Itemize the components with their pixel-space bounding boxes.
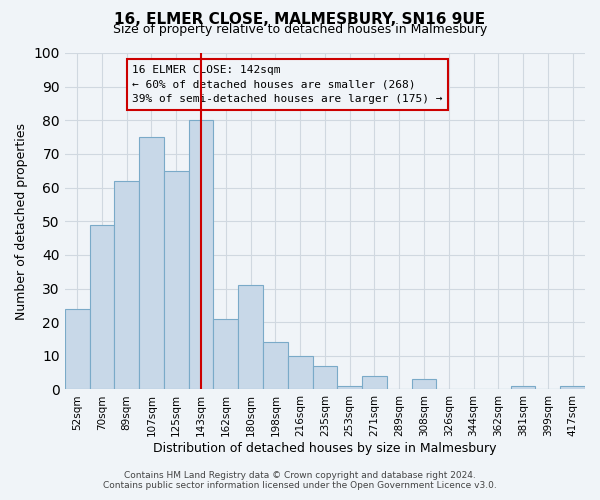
Text: Contains HM Land Registry data © Crown copyright and database right 2024.
Contai: Contains HM Land Registry data © Crown c… <box>103 470 497 490</box>
Y-axis label: Number of detached properties: Number of detached properties <box>15 122 28 320</box>
Bar <box>164 171 188 390</box>
Bar <box>65 308 89 390</box>
Text: 16, ELMER CLOSE, MALMESBURY, SN16 9UE: 16, ELMER CLOSE, MALMESBURY, SN16 9UE <box>115 12 485 28</box>
Bar <box>139 137 164 390</box>
Bar <box>560 386 585 390</box>
Bar <box>288 356 313 390</box>
Bar <box>188 120 214 390</box>
X-axis label: Distribution of detached houses by size in Malmesbury: Distribution of detached houses by size … <box>153 442 497 455</box>
Bar <box>511 386 535 390</box>
Bar <box>362 376 387 390</box>
Bar <box>263 342 288 390</box>
Bar <box>89 224 115 390</box>
Bar <box>214 319 238 390</box>
Text: 16 ELMER CLOSE: 142sqm
← 60% of detached houses are smaller (268)
39% of semi-de: 16 ELMER CLOSE: 142sqm ← 60% of detached… <box>133 65 443 104</box>
Bar <box>412 380 436 390</box>
Bar <box>313 366 337 390</box>
Bar <box>238 285 263 390</box>
Text: Size of property relative to detached houses in Malmesbury: Size of property relative to detached ho… <box>113 22 487 36</box>
Bar <box>115 181 139 390</box>
Bar <box>337 386 362 390</box>
